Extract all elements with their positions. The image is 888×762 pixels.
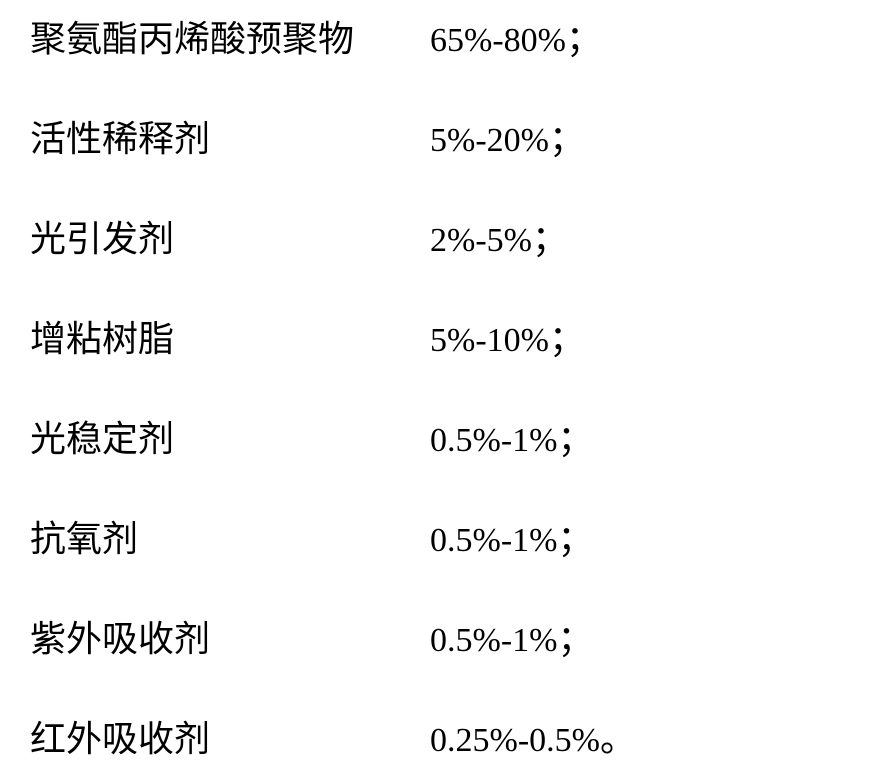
table-row: 增粘树脂 5%-10%； <box>30 310 848 362</box>
component-label: 紫外吸收剂 <box>30 610 430 662</box>
table-row: 光引发剂 2%-5%； <box>30 210 848 262</box>
range-value: 0.5%-1% <box>430 522 557 560</box>
table-row: 活性稀释剂 5%-20%； <box>30 110 848 162</box>
range-value: 5%-20% <box>430 122 549 160</box>
component-label: 抗氧剂 <box>30 510 430 562</box>
range-value: 0.5%-1% <box>430 622 557 660</box>
range-value: 0.25%-0.5% <box>430 722 600 760</box>
component-label: 光稳定剂 <box>30 410 430 462</box>
range-value: 5%-10% <box>430 322 549 360</box>
row-terminator: ； <box>557 610 593 662</box>
row-terminator: ； <box>549 310 585 362</box>
composition-table: 聚氨酯丙烯酸预聚物 65%-80%； 活性稀释剂 5%-20%； 光引发剂 2%… <box>0 0 888 749</box>
row-terminator: 。 <box>600 710 636 762</box>
range-value: 2%-5% <box>430 222 532 260</box>
table-row: 红外吸收剂 0.25%-0.5%。 <box>30 710 848 762</box>
range-value: 0.5%-1% <box>430 422 557 460</box>
component-range: 5%-10%； <box>430 310 585 362</box>
component-label: 红外吸收剂 <box>30 710 430 762</box>
component-label: 增粘树脂 <box>30 310 430 362</box>
component-range: 0.5%-1%； <box>430 610 593 662</box>
row-terminator: ； <box>557 510 593 562</box>
row-terminator: ； <box>557 410 593 462</box>
component-label: 光引发剂 <box>30 210 430 262</box>
component-range: 0.5%-1%； <box>430 410 593 462</box>
table-row: 聚氨酯丙烯酸预聚物 65%-80%； <box>30 10 848 62</box>
component-label: 活性稀释剂 <box>30 110 430 162</box>
component-range: 0.25%-0.5%。 <box>430 710 636 762</box>
row-terminator: ； <box>532 210 568 262</box>
table-row: 光稳定剂 0.5%-1%； <box>30 410 848 462</box>
component-range: 5%-20%； <box>430 110 585 162</box>
row-terminator: ； <box>566 10 602 62</box>
table-row: 紫外吸收剂 0.5%-1%； <box>30 610 848 662</box>
component-range: 0.5%-1%； <box>430 510 593 562</box>
component-range: 2%-5%； <box>430 210 568 262</box>
component-range: 65%-80%； <box>430 10 602 62</box>
table-row: 抗氧剂 0.5%-1%； <box>30 510 848 562</box>
range-value: 65%-80% <box>430 22 566 60</box>
component-label: 聚氨酯丙烯酸预聚物 <box>30 10 430 62</box>
row-terminator: ； <box>549 110 585 162</box>
